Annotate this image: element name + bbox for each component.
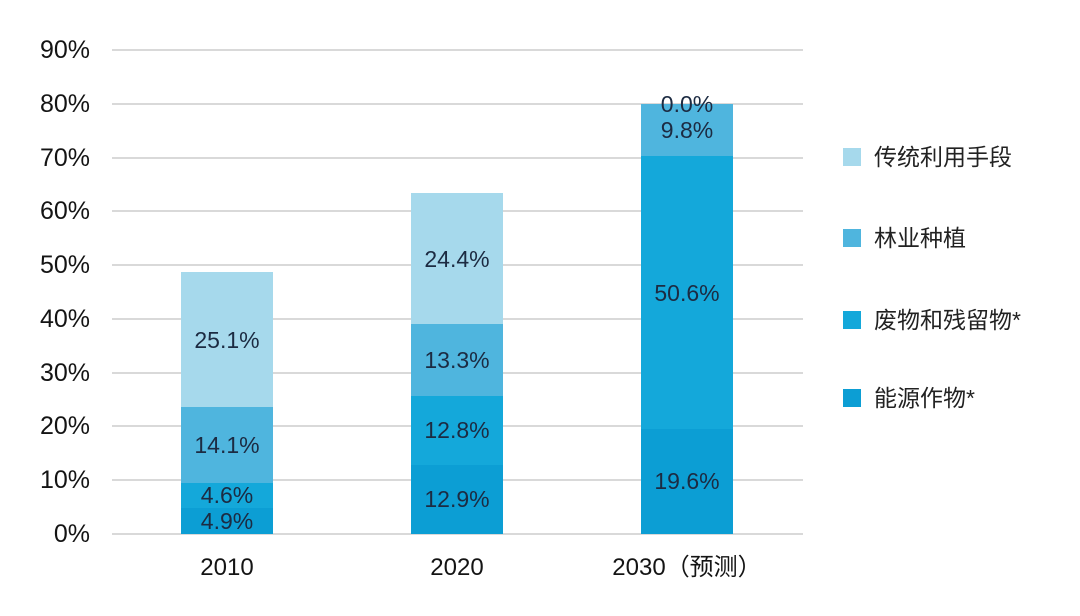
segment-value-label: 13.3%	[424, 347, 490, 374]
segment-value-label: 24.4%	[424, 245, 490, 272]
bar-segment	[181, 482, 273, 508]
segment-value-label: 9.8%	[660, 117, 714, 144]
bar-segment	[411, 395, 503, 465]
segment-value-label: 4.6%	[200, 482, 254, 509]
y-axis-tick-label: 60%	[39, 197, 90, 226]
y-axis-tick-label: 50%	[39, 251, 90, 280]
legend-label: 能源作物*	[874, 385, 975, 411]
gridline	[112, 156, 803, 159]
y-axis-tick-label: 90%	[39, 36, 90, 64]
bar-segment	[641, 103, 733, 157]
legend-color-swatch	[843, 389, 861, 407]
segment-value-label: 0.0%	[660, 90, 714, 117]
x-axis-category-label: 2020	[430, 554, 484, 581]
y-axis-tick-label: 30%	[39, 358, 90, 387]
segment-value-label: 14.1%	[194, 431, 260, 458]
segment-value-label: 25.1%	[194, 326, 260, 353]
legend-color-swatch	[843, 148, 861, 166]
x-axis-category-label: 2010	[200, 554, 254, 581]
y-axis-tick-label: 10%	[39, 466, 90, 495]
gridline	[112, 49, 803, 51]
bar-segment	[181, 507, 273, 534]
bar-segment	[181, 407, 273, 483]
bar-segment	[181, 272, 273, 408]
legend-label: 废物和残留物*	[874, 307, 1021, 333]
bar-segment	[411, 193, 503, 325]
y-axis-tick-label: 0%	[53, 520, 90, 548]
bar-segment	[641, 428, 733, 534]
y-axis-tick-label: 20%	[39, 412, 90, 441]
legend-color-swatch	[843, 229, 861, 247]
segment-value-label: 19.6%	[654, 468, 720, 495]
gridline	[112, 102, 803, 105]
y-axis-tick-label: 70%	[39, 143, 90, 172]
gridline	[112, 533, 803, 535]
y-axis-tick-label: 80%	[39, 89, 90, 118]
legend-label: 林业种植	[874, 225, 966, 251]
segment-value-label: 50.6%	[654, 279, 720, 306]
legend-label: 传统利用手段	[874, 144, 1012, 170]
segment-value-label: 12.9%	[424, 486, 490, 513]
bar-segment	[411, 464, 503, 534]
y-axis-tick-label: 40%	[39, 304, 90, 333]
bar-segment	[641, 156, 733, 429]
x-axis-category-label: 2030（预测）	[612, 554, 762, 581]
segment-value-label: 4.9%	[200, 507, 254, 534]
segment-value-label: 12.8%	[424, 417, 490, 444]
bar-segment	[411, 324, 503, 396]
legend-color-swatch	[843, 311, 861, 329]
